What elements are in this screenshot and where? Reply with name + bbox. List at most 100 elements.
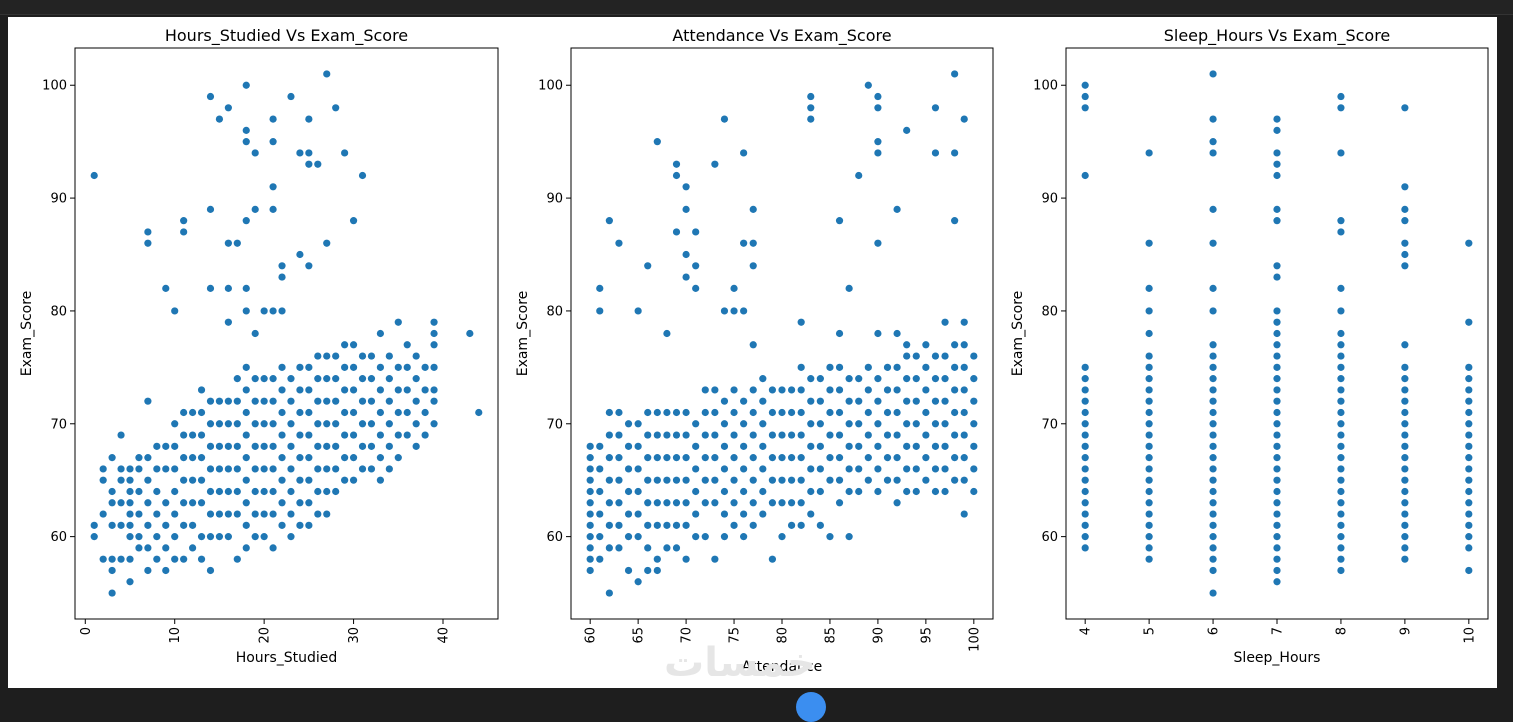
data-point bbox=[260, 442, 268, 450]
data-point bbox=[385, 397, 393, 405]
y-axis-label-3: Exam_Score bbox=[1010, 291, 1026, 377]
data-point bbox=[287, 533, 295, 541]
data-point bbox=[242, 454, 250, 462]
data-point bbox=[1273, 521, 1281, 529]
data-point bbox=[1145, 329, 1153, 338]
data-point bbox=[1337, 454, 1345, 462]
data-point bbox=[941, 465, 949, 473]
data-point bbox=[864, 81, 872, 89]
data-point bbox=[682, 555, 690, 563]
data-point bbox=[1465, 533, 1473, 541]
data-point bbox=[672, 228, 681, 236]
data-point bbox=[1273, 375, 1281, 383]
x-tick-label: 90 bbox=[871, 627, 886, 644]
data-point bbox=[1209, 442, 1217, 450]
data-point bbox=[278, 431, 286, 439]
data-point bbox=[314, 442, 322, 450]
data-point bbox=[1209, 487, 1217, 496]
y-tick-label: 70 bbox=[546, 417, 563, 432]
data-point bbox=[99, 510, 107, 518]
data-point bbox=[144, 397, 152, 405]
x-tick-label: 60 bbox=[584, 627, 599, 644]
data-point bbox=[1209, 149, 1217, 157]
data-point bbox=[144, 521, 152, 529]
scroll-indicator-dot[interactable] bbox=[796, 692, 826, 722]
data-point bbox=[1273, 454, 1281, 462]
data-point bbox=[864, 454, 872, 462]
data-point bbox=[341, 454, 349, 462]
data-point bbox=[797, 431, 805, 439]
data-point bbox=[296, 250, 304, 259]
data-point bbox=[349, 363, 358, 371]
data-point bbox=[749, 499, 757, 507]
axes-frame-1 bbox=[74, 47, 499, 620]
data-point bbox=[586, 442, 594, 450]
y-tick-label: 70 bbox=[1041, 417, 1058, 432]
data-point bbox=[970, 397, 978, 405]
data-point bbox=[1273, 555, 1281, 563]
data-point bbox=[403, 386, 411, 394]
data-point bbox=[883, 431, 892, 439]
y-tick-label: 100 bbox=[1033, 79, 1058, 94]
data-point bbox=[197, 408, 206, 417]
data-point bbox=[711, 454, 719, 462]
data-point bbox=[1273, 487, 1281, 496]
data-point bbox=[314, 487, 322, 496]
data-point bbox=[206, 284, 215, 292]
data-point bbox=[960, 454, 968, 462]
data-point bbox=[903, 442, 911, 450]
data-point bbox=[768, 476, 777, 484]
data-point bbox=[711, 555, 719, 563]
data-point bbox=[376, 329, 385, 338]
y-axis-label-1: Exam_Score bbox=[19, 291, 35, 377]
data-point bbox=[233, 555, 241, 563]
data-point bbox=[430, 329, 438, 338]
data-point bbox=[749, 408, 757, 417]
data-point bbox=[864, 386, 872, 394]
data-point bbox=[1401, 544, 1409, 552]
data-point bbox=[278, 363, 286, 371]
data-point bbox=[412, 420, 420, 428]
data-point bbox=[332, 352, 340, 360]
data-point bbox=[960, 510, 968, 518]
data-point bbox=[893, 499, 901, 507]
data-point bbox=[864, 476, 872, 484]
data-point bbox=[126, 499, 134, 507]
data-point bbox=[826, 476, 834, 484]
data-point bbox=[653, 521, 661, 529]
data-point bbox=[1209, 566, 1217, 575]
data-point bbox=[951, 431, 959, 439]
data-point bbox=[634, 533, 642, 541]
data-point bbox=[855, 397, 863, 405]
data-point bbox=[233, 510, 241, 518]
data-point bbox=[1209, 363, 1217, 371]
data-point bbox=[188, 431, 197, 439]
data-point bbox=[1465, 375, 1473, 383]
data-point bbox=[251, 465, 259, 473]
data-point bbox=[224, 284, 232, 292]
data-point bbox=[421, 431, 429, 439]
data-point bbox=[296, 454, 304, 462]
data-point bbox=[358, 171, 367, 180]
data-point bbox=[624, 510, 633, 518]
data-point bbox=[970, 442, 978, 450]
data-point bbox=[233, 397, 241, 405]
data-point bbox=[1081, 442, 1089, 450]
data-point bbox=[1273, 341, 1281, 349]
data-point bbox=[778, 454, 786, 462]
data-point bbox=[826, 386, 834, 394]
data-point bbox=[711, 408, 719, 417]
data-point bbox=[1081, 386, 1089, 394]
data-point bbox=[126, 487, 134, 496]
data-point bbox=[634, 578, 642, 586]
data-point bbox=[711, 386, 719, 394]
data-point bbox=[749, 521, 757, 529]
data-point bbox=[1465, 397, 1473, 405]
data-point bbox=[720, 465, 729, 473]
data-point bbox=[260, 397, 268, 405]
data-point bbox=[1081, 363, 1089, 371]
data-point bbox=[260, 533, 268, 541]
data-point bbox=[358, 465, 367, 473]
data-point bbox=[126, 578, 134, 586]
data-point bbox=[922, 454, 930, 462]
